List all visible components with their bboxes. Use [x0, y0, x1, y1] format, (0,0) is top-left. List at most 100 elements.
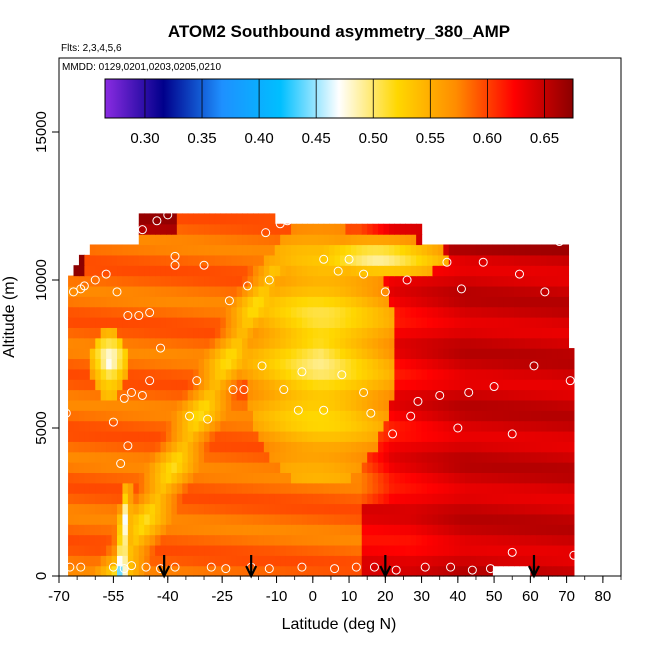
heatmap-cell: [388, 244, 395, 256]
heatmap-cell: [454, 265, 461, 277]
heatmap-cell: [568, 482, 575, 494]
heatmap-cell: [220, 234, 227, 246]
sample-point: [391, 565, 401, 575]
heatmap-cell: [301, 348, 308, 360]
heatmap-cell: [144, 368, 151, 380]
heatmap-cell: [345, 493, 352, 505]
heatmap-cell: [394, 358, 401, 370]
heatmap-cell: [541, 503, 548, 515]
heatmap-cell: [155, 337, 162, 349]
heatmap-cell: [155, 544, 162, 556]
heatmap-cell: [329, 265, 336, 277]
heatmap-cell: [68, 513, 75, 525]
heatmap-cell: [274, 337, 281, 349]
heatmap-cell: [100, 420, 107, 432]
heatmap-cell: [557, 410, 564, 422]
heatmap-cell: [524, 265, 531, 277]
x-tick-label: 60: [522, 588, 539, 605]
heatmap-cell: [165, 503, 172, 515]
heatmap-cell: [318, 482, 325, 494]
heatmap-cell: [535, 524, 542, 536]
heatmap-cell: [437, 285, 444, 297]
heatmap-cell: [492, 244, 499, 256]
heatmap-cell: [231, 244, 238, 256]
heatmap-cell: [198, 234, 205, 246]
sample-point: [123, 311, 133, 321]
sample-point: [279, 385, 289, 395]
heatmap-cell: [122, 327, 129, 339]
heatmap-cell: [546, 430, 553, 442]
heatmap-cell: [334, 544, 341, 556]
heatmap-cell: [198, 482, 205, 494]
heatmap-cell: [427, 410, 434, 422]
heatmap-cell: [399, 379, 406, 391]
heatmap-cell: [187, 379, 194, 391]
heatmap-cell: [312, 565, 319, 577]
sample-point: [330, 564, 340, 574]
heatmap-cell: [470, 513, 477, 525]
heatmap-cell: [503, 420, 510, 432]
heatmap-cell: [127, 337, 134, 349]
heatmap-cell: [155, 234, 162, 246]
heatmap-cell: [138, 234, 145, 246]
heatmap-cell: [437, 265, 444, 277]
heatmap-cell: [247, 306, 254, 318]
heatmap-cell: [432, 420, 439, 432]
heatmap-cell: [73, 482, 80, 494]
heatmap-cell: [78, 420, 85, 432]
heatmap-cell: [562, 327, 570, 339]
heatmap-cell: [383, 565, 390, 577]
heatmap-cell: [263, 213, 270, 225]
heatmap-cell: [296, 327, 303, 339]
heatmap-cell: [236, 379, 243, 391]
heatmap-cell: [323, 555, 330, 567]
heatmap-cell: [334, 524, 341, 536]
heatmap-cell: [89, 544, 96, 556]
heatmap-cell: [356, 275, 363, 287]
heatmap-cell: [182, 462, 189, 473]
heatmap-cell: [568, 410, 575, 422]
heatmap-cell: [214, 493, 221, 505]
heatmap-cell: [307, 254, 314, 266]
heatmap-cell: [524, 337, 531, 349]
heatmap-cell: [193, 275, 200, 287]
heatmap-cell: [296, 265, 303, 277]
heatmap-cell: [252, 493, 260, 505]
heatmap-cell: [535, 285, 542, 297]
heatmap-cell: [263, 524, 270, 536]
heatmap-cell: [432, 296, 439, 308]
heatmap-cell: [95, 451, 102, 463]
heatmap-cell: [448, 296, 455, 308]
heatmap-cell: [247, 275, 254, 287]
heatmap-cell: [318, 223, 325, 235]
heatmap-cell: [122, 317, 129, 328]
heatmap-cell: [394, 244, 401, 256]
heatmap-cell: [323, 223, 330, 235]
heatmap-cell: [388, 317, 395, 328]
heatmap-cell: [165, 285, 172, 297]
heatmap-cell: [345, 420, 352, 432]
heatmap-cell: [187, 306, 194, 318]
heatmap-cell: [508, 265, 515, 277]
heatmap-cell: [204, 565, 211, 577]
heatmap-cell: [465, 482, 472, 494]
heatmap-cell: [340, 223, 347, 235]
heatmap-cell: [345, 337, 352, 349]
heatmap-cell: [421, 482, 428, 494]
heatmap-cell: [405, 285, 412, 297]
heatmap-cell: [84, 327, 91, 339]
x-tick-label: 0: [309, 588, 317, 605]
heatmap-cell: [541, 451, 548, 463]
heatmap-cell: [383, 254, 390, 266]
heatmap-cell: [301, 472, 308, 484]
heatmap-cell: [78, 482, 85, 494]
heatmap-cell: [231, 234, 238, 246]
heatmap-cell: [73, 441, 80, 453]
heatmap-cell: [557, 244, 564, 256]
sample-point: [65, 562, 75, 572]
heatmap-cell: [176, 265, 183, 277]
heatmap-cell: [182, 254, 189, 266]
heatmap-cell: [410, 265, 417, 277]
heatmap-cell: [345, 296, 352, 308]
